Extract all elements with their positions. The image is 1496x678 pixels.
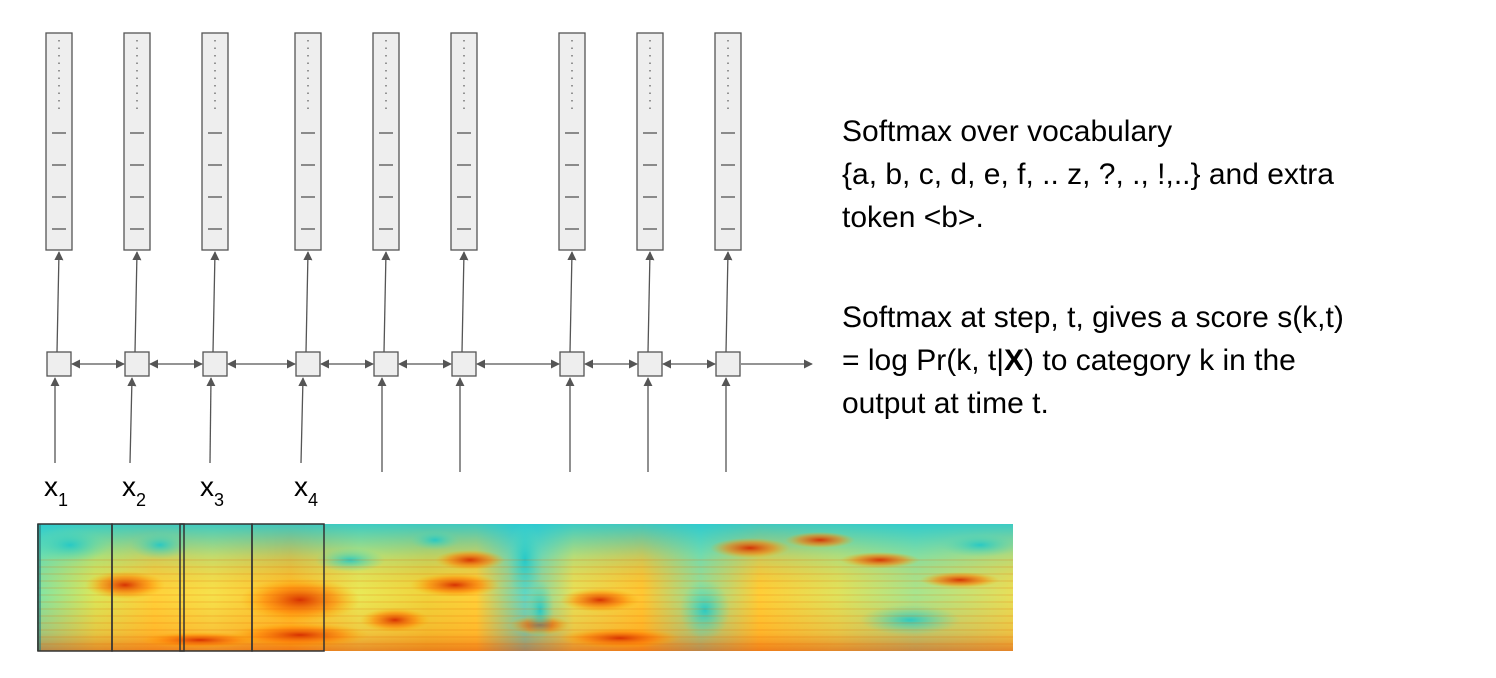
input-frame-windows (37, 523, 325, 652)
up-arrow (303, 251, 313, 353)
frame-window-4 (251, 523, 325, 652)
frame-window-2 (111, 523, 185, 652)
up-arrow (210, 251, 220, 353)
input-label-4: x4 (294, 471, 318, 510)
recurrent-cell (124, 351, 150, 377)
input-arrow (206, 377, 216, 464)
input-arrow (298, 377, 308, 464)
hidden-to-softmax-arrows (54, 251, 733, 353)
softmax-output-columns (45, 32, 742, 251)
recurrent-cell (637, 351, 663, 377)
softmax-column (201, 32, 229, 251)
recurrent-cell (715, 351, 741, 377)
up-arrow (381, 251, 391, 353)
recurrent-cells (46, 351, 741, 377)
up-arrow (459, 251, 469, 353)
input-label-3: x3 (200, 471, 224, 510)
recurrent-cell (559, 351, 585, 377)
softmax-column (372, 32, 400, 251)
desc-line: {a, b, c, d, e, f, .. z, ?, ., !,..} and… (842, 158, 1334, 191)
desc-line: output at time t. (842, 387, 1049, 420)
softmax-column (636, 32, 664, 251)
desc-line: Softmax over vocabulary (842, 115, 1173, 148)
desc-line: Softmax at step, t, gives a score s(k,t) (842, 301, 1344, 334)
recurrent-cell (46, 351, 72, 377)
softmax-score-description: Softmax at step, t, gives a score s(k,t)… (842, 296, 1482, 425)
up-arrow (54, 251, 64, 353)
recurrent-cell (373, 351, 399, 377)
input-arrows (50, 377, 731, 472)
softmax-column (558, 32, 586, 251)
desc-line: token <b>. (842, 201, 984, 234)
recurrent-cell (295, 351, 321, 377)
up-arrow (132, 251, 142, 353)
recurrent-cell (202, 351, 228, 377)
softmax-column (123, 32, 151, 251)
softmax-column (294, 32, 322, 251)
input-label-1: x1 (44, 471, 68, 510)
recurrent-cell (451, 351, 477, 377)
input-labels: x1 x2 x3 x4 (44, 471, 318, 510)
spectrogram (37, 524, 1013, 651)
softmax-column (714, 32, 742, 251)
softmax-column (450, 32, 478, 251)
up-arrow (645, 251, 655, 353)
softmax-column (45, 32, 73, 251)
input-arrow (127, 377, 137, 464)
desc-line: = log Pr(k, t|X) to category k in the (842, 344, 1296, 377)
softmax-vocabulary-description: Softmax over vocabulary {a, b, c, d, e, … (842, 110, 1482, 239)
up-arrow (567, 251, 577, 353)
up-arrow (723, 251, 733, 353)
input-label-2: x2 (122, 471, 146, 510)
